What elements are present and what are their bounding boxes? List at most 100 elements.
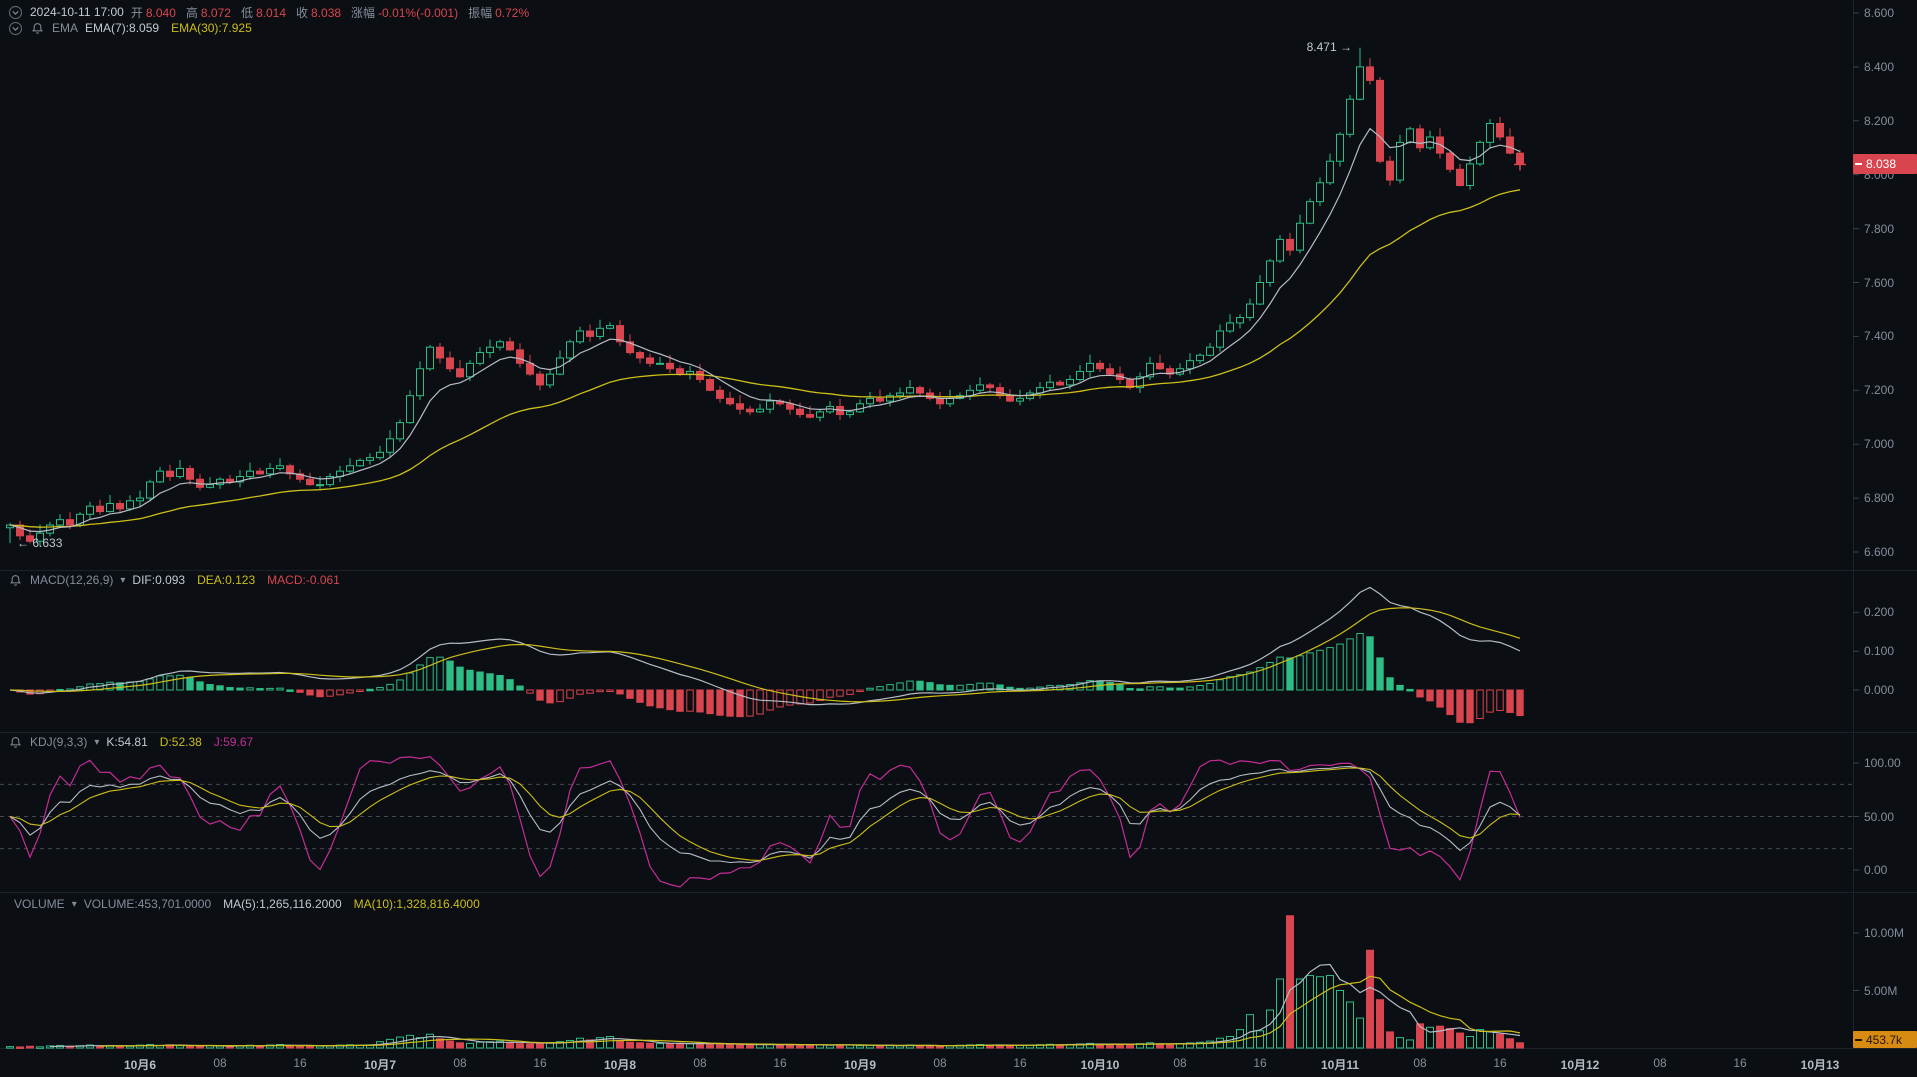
candle-body xyxy=(766,400,774,410)
candle-body xyxy=(356,459,364,467)
readout-item: 低 8.014 xyxy=(240,5,286,20)
macd-bar-up xyxy=(966,683,974,691)
candle-body xyxy=(246,470,254,478)
macd-bar-down xyxy=(586,689,594,694)
volume-bar xyxy=(796,1044,804,1049)
alert-bell-icon[interactable] xyxy=(30,21,45,36)
macd-bar-up xyxy=(456,666,464,691)
volume-bar xyxy=(966,1044,974,1049)
candle-body xyxy=(886,395,894,402)
volume-bar xyxy=(1286,915,1294,1049)
macd-bar-up xyxy=(476,671,484,691)
macd-bar-up xyxy=(1206,682,1214,691)
chevron-down-icon[interactable]: ▾ xyxy=(94,736,100,748)
candle-body xyxy=(86,505,94,515)
macd-bar-up xyxy=(926,682,934,691)
readout-item: EMA(30):7.925 xyxy=(171,21,252,35)
volume-bar xyxy=(676,1042,684,1049)
volume-bar xyxy=(1196,1041,1204,1049)
volume-bar xyxy=(1316,976,1324,1049)
candle-body xyxy=(1166,368,1174,375)
macd-bar-up xyxy=(1356,632,1364,691)
macd-bar-up xyxy=(1166,687,1174,691)
candle-body xyxy=(216,478,224,486)
volume-bar xyxy=(6,1046,14,1049)
volume-ma10-line xyxy=(99,975,1521,1047)
volume-bar xyxy=(1116,1044,1124,1049)
candle-body xyxy=(586,330,594,337)
macd-bar-down xyxy=(556,689,564,703)
volume-bar xyxy=(1436,1025,1444,1049)
candle-body xyxy=(1236,317,1244,324)
macd-bar-up xyxy=(246,687,254,691)
macd-bar-up xyxy=(1236,674,1244,691)
candle-body xyxy=(1146,362,1154,378)
volume-bar xyxy=(1446,1027,1454,1049)
candle-body xyxy=(476,352,484,364)
candle-body xyxy=(1416,128,1424,149)
chevron-down-icon[interactable]: ▾ xyxy=(71,898,77,910)
readout-item: MA(10):1,328,816.4000 xyxy=(353,897,480,911)
macd-bar-up xyxy=(406,672,414,691)
macd-bar-down xyxy=(1456,689,1464,723)
volume-bar xyxy=(566,1040,574,1049)
candle-body xyxy=(1396,141,1404,181)
collapse-circle-icon[interactable] xyxy=(8,5,23,20)
macd-bar-down xyxy=(296,689,304,693)
alert-bell-icon[interactable] xyxy=(8,735,23,750)
volume-bar xyxy=(436,1038,444,1049)
candle-body xyxy=(1196,354,1204,362)
volume-bar xyxy=(446,1040,454,1049)
candle-body xyxy=(96,505,104,513)
volume-bar xyxy=(656,1043,664,1049)
macd-bar-up xyxy=(1106,682,1114,691)
candle-body xyxy=(1086,362,1094,372)
volume-bar xyxy=(686,1043,694,1049)
volume-bar xyxy=(1046,1043,1054,1049)
volume-bar xyxy=(86,1044,94,1049)
candle-body xyxy=(1316,182,1324,203)
macd-dif-line xyxy=(9,586,1521,706)
macd-bar-down xyxy=(856,689,864,692)
candle-body xyxy=(546,373,554,386)
macd-bar-down xyxy=(356,689,364,692)
macd-bar-up xyxy=(1086,680,1094,691)
macd-bar-up xyxy=(1296,655,1304,691)
candle-body xyxy=(1476,141,1484,165)
candle-body xyxy=(66,519,74,526)
candle-body xyxy=(796,408,804,416)
chevron-down-icon[interactable]: ▾ xyxy=(120,574,126,586)
candle-body xyxy=(746,408,754,413)
volume-bar xyxy=(1146,1042,1154,1049)
macd-bar-down xyxy=(636,689,644,703)
readout-item: D:52.38 xyxy=(159,735,202,749)
candle-body xyxy=(1496,122,1504,138)
volume-bar xyxy=(1106,1044,1114,1049)
macd-bar-down xyxy=(816,689,824,702)
candle-body xyxy=(1336,133,1344,162)
readout-item: MACD:-0.061 xyxy=(267,573,340,587)
candle-body xyxy=(1286,238,1294,251)
macd-bar-up xyxy=(1406,688,1414,692)
macd-bar-down xyxy=(576,689,584,695)
candle-body xyxy=(1326,160,1334,184)
macd-bar-down xyxy=(776,689,784,708)
candle-body xyxy=(1266,260,1274,284)
volume-bar xyxy=(716,1043,724,1049)
volume-bar xyxy=(1496,1033,1504,1049)
candle-body xyxy=(166,470,174,478)
candle-body xyxy=(1246,303,1254,319)
alert-bell-icon[interactable] xyxy=(8,573,23,588)
candle-body xyxy=(346,465,354,472)
candle-timestamp: 2024-10-11 17:00 xyxy=(30,5,124,19)
macd-bar-up xyxy=(906,680,914,691)
ema-group-label: EMA xyxy=(52,21,79,35)
macd-bar-down xyxy=(676,689,684,712)
macd-bar-down xyxy=(606,689,614,692)
candle-body xyxy=(426,346,434,370)
volume-bar xyxy=(496,1040,504,1049)
collapse-circle-icon[interactable] xyxy=(8,21,23,36)
volume-bar xyxy=(36,1046,44,1049)
volume-bar xyxy=(736,1044,744,1049)
